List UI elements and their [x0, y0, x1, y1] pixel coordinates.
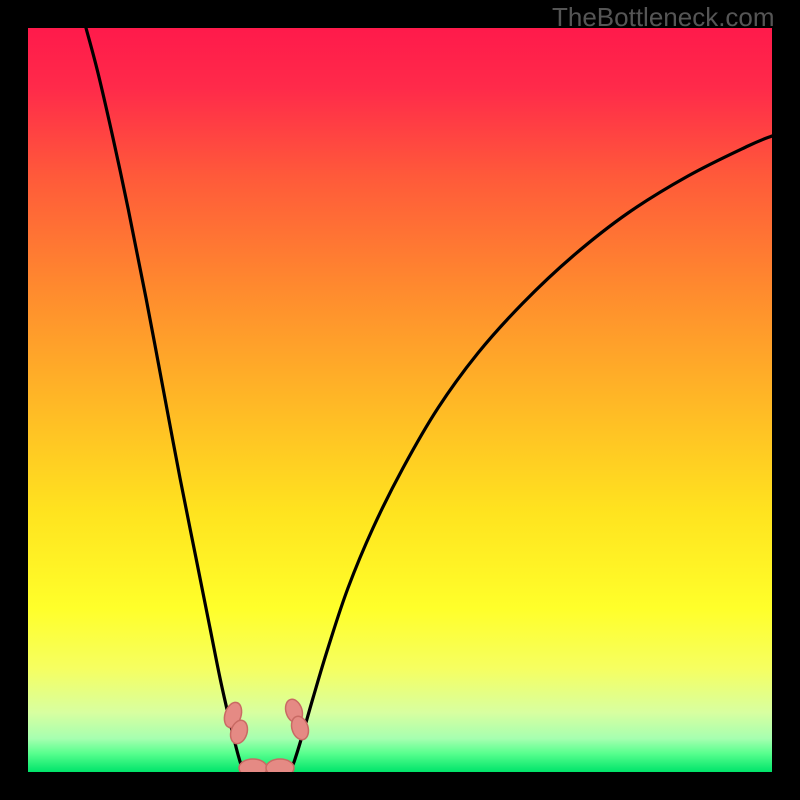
plot-area [28, 28, 772, 772]
data-marker [266, 759, 294, 772]
curve-layer [28, 28, 772, 772]
watermark-text: TheBottleneck.com [552, 2, 775, 33]
data-marker [239, 759, 267, 772]
bottleneck-curve [86, 28, 772, 770]
